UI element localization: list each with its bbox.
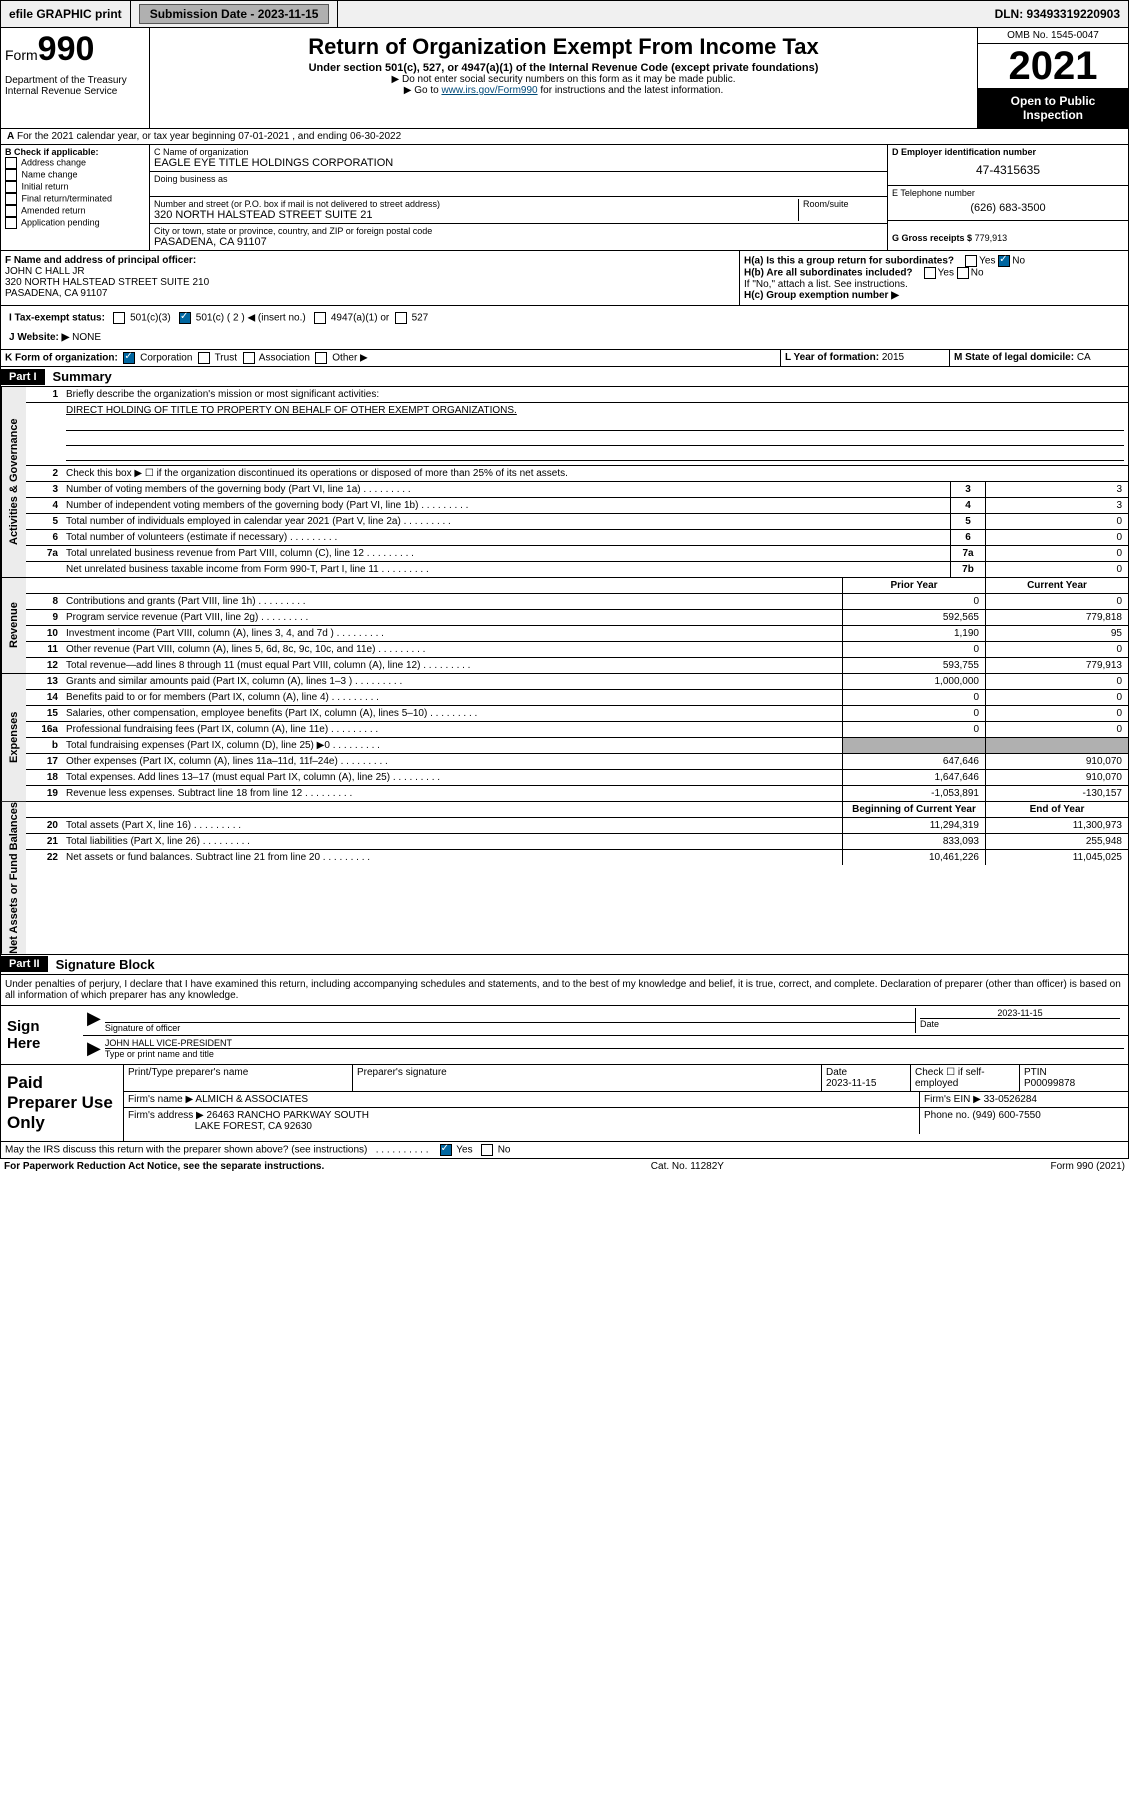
- table-row: bTotal fundraising expenses (Part IX, co…: [26, 738, 1128, 754]
- note-link: ▶ Go to www.irs.gov/Form990 for instruct…: [154, 85, 973, 96]
- firm-ein: 33-0526284: [984, 1094, 1037, 1105]
- table-row: 9Program service revenue (Part VIII, lin…: [26, 610, 1128, 626]
- year-formation: 2015: [882, 352, 904, 363]
- table-row: 19Revenue less expenses. Subtract line 1…: [26, 786, 1128, 801]
- table-row: 10Investment income (Part VIII, column (…: [26, 626, 1128, 642]
- vtab-net: Net Assets or Fund Balances: [1, 802, 26, 954]
- page-footer: For Paperwork Reduction Act Notice, see …: [0, 1159, 1129, 1174]
- website-value: NONE: [72, 332, 101, 343]
- mission-text: DIRECT HOLDING OF TITLE TO PROPERTY ON B…: [66, 405, 517, 416]
- part2-header: Part II Signature Block: [0, 955, 1129, 975]
- table-row: 21Total liabilities (Part X, line 26)833…: [26, 834, 1128, 850]
- gov-section: Activities & Governance 1Briefly describ…: [0, 387, 1129, 578]
- table-row: 8Contributions and grants (Part VIII, li…: [26, 594, 1128, 610]
- table-row: 5Total number of individuals employed in…: [26, 514, 1128, 530]
- discuss-line: May the IRS discuss this return with the…: [0, 1142, 1129, 1159]
- table-row: 6Total number of volunteers (estimate if…: [26, 530, 1128, 546]
- tax-year-line: A For the 2021 calendar year, or tax yea…: [0, 129, 1129, 145]
- 501c-checkbox: [179, 312, 191, 324]
- table-row: 16aProfessional fundraising fees (Part I…: [26, 722, 1128, 738]
- omb-number: OMB No. 1545-0047: [978, 28, 1128, 44]
- submission-date: Submission Date - 2023-11-15: [131, 1, 339, 27]
- section-b: B Check if applicable: Address change Na…: [1, 145, 150, 250]
- prep-date: 2023-11-15: [826, 1078, 876, 1089]
- vtab-rev: Revenue: [1, 578, 26, 673]
- sign-date: 2023-11-15: [920, 1008, 1120, 1018]
- preparer-block: Paid Preparer Use Only Print/Type prepar…: [0, 1065, 1129, 1142]
- table-row: Net unrelated business taxable income fr…: [26, 562, 1128, 577]
- officer-name: JOHN C HALL JR: [5, 266, 85, 277]
- table-row: 3Number of voting members of the governi…: [26, 482, 1128, 498]
- section-c: C Name of organizationEAGLE EYE TITLE HO…: [150, 145, 888, 250]
- ein-value: 47-4315635: [892, 157, 1124, 183]
- table-row: 15Salaries, other compensation, employee…: [26, 706, 1128, 722]
- table-row: 11Other revenue (Part VIII, column (A), …: [26, 642, 1128, 658]
- firm-name: ALMICH & ASSOCIATES: [195, 1094, 308, 1105]
- sign-block: Sign Here ▶ Signature of officer 2023-11…: [0, 1006, 1129, 1065]
- gross-receipts: 779,913: [975, 233, 1008, 243]
- phone-value: (626) 683-3500: [892, 198, 1124, 218]
- section-d: D Employer identification number47-43156…: [888, 145, 1128, 250]
- vtab-exp: Expenses: [1, 674, 26, 801]
- table-row: 18Total expenses. Add lines 13–17 (must …: [26, 770, 1128, 786]
- form-number: Form990: [5, 30, 145, 69]
- tax-year-big: 2021: [978, 44, 1128, 88]
- dept-label: Department of the Treasury Internal Reve…: [5, 75, 145, 97]
- top-toolbar: efile GRAPHIC print Submission Date - 20…: [0, 0, 1129, 28]
- arrow-icon: ▶: [87, 1008, 101, 1033]
- irs-link[interactable]: www.irs.gov/Form990: [441, 85, 537, 96]
- form-subtitle: Under section 501(c), 527, or 4947(a)(1)…: [154, 62, 973, 74]
- identity-block: B Check if applicable: Address change Na…: [0, 145, 1129, 251]
- discuss-yes-checkbox: [440, 1144, 452, 1156]
- open-to-public: Open to Public Inspection: [978, 88, 1128, 128]
- city-state-zip: PASADENA, CA 91107: [154, 236, 267, 248]
- perjury-text: Under penalties of perjury, I declare th…: [0, 975, 1129, 1006]
- firm-addr2: LAKE FOREST, CA 92630: [195, 1121, 312, 1132]
- note-ssn: ▶ Do not enter social security numbers o…: [154, 74, 973, 85]
- firm-addr1: 26463 RANCHO PARKWAY SOUTH: [207, 1110, 369, 1121]
- table-row: 14Benefits paid to or for members (Part …: [26, 690, 1128, 706]
- signer-name: JOHN HALL VICE-PRESIDENT: [105, 1038, 1124, 1049]
- status-block: I Tax-exempt status: 501(c)(3) 501(c) ( …: [0, 306, 1129, 350]
- form-title: Return of Organization Exempt From Incom…: [154, 34, 973, 60]
- table-row: 17Other expenses (Part IX, column (A), l…: [26, 754, 1128, 770]
- ptin-value: P00099878: [1024, 1078, 1075, 1089]
- dln-label: DLN: 93493319220903: [987, 1, 1128, 27]
- state-domicile: CA: [1077, 352, 1091, 363]
- officer-block: F Name and address of principal officer:…: [0, 251, 1129, 306]
- ha-no-checkbox: [998, 255, 1010, 267]
- klm-block: K Form of organization: Corporation Trus…: [0, 350, 1129, 367]
- street-address: 320 NORTH HALSTEAD STREET SUITE 21: [154, 209, 372, 221]
- part1-header: Part I Summary: [0, 367, 1129, 387]
- arrow-icon: ▶: [87, 1038, 101, 1059]
- table-row: 13Grants and similar amounts paid (Part …: [26, 674, 1128, 690]
- efile-label: efile GRAPHIC print: [1, 1, 131, 27]
- net-section: Net Assets or Fund Balances Beginning of…: [0, 802, 1129, 955]
- table-row: 20Total assets (Part X, line 16)11,294,3…: [26, 818, 1128, 834]
- form-header: Form990 Department of the Treasury Inter…: [0, 28, 1129, 129]
- exp-section: Expenses 13Grants and similar amounts pa…: [0, 674, 1129, 802]
- rev-section: Revenue Prior YearCurrent Year 8Contribu…: [0, 578, 1129, 674]
- table-row: 22Net assets or fund balances. Subtract …: [26, 850, 1128, 865]
- corp-checkbox: [123, 352, 135, 364]
- firm-phone: (949) 600-7550: [972, 1110, 1040, 1121]
- vtab-gov: Activities & Governance: [1, 387, 26, 577]
- org-name: EAGLE EYE TITLE HOLDINGS CORPORATION: [154, 157, 393, 169]
- table-row: 7aTotal unrelated business revenue from …: [26, 546, 1128, 562]
- table-row: 4Number of independent voting members of…: [26, 498, 1128, 514]
- table-row: 12Total revenue—add lines 8 through 11 (…: [26, 658, 1128, 673]
